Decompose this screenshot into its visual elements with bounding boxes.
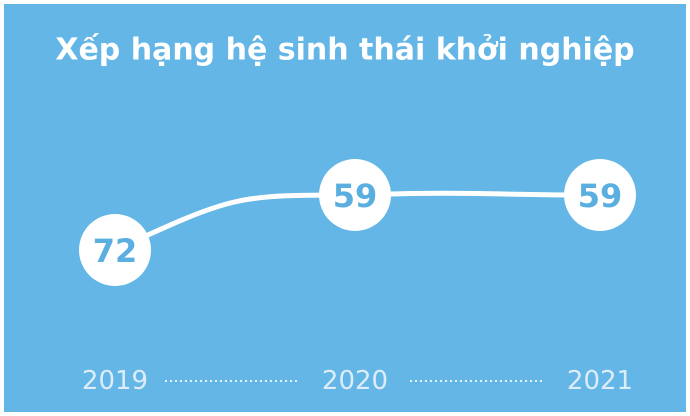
x-tick-label: 2019: [82, 366, 148, 396]
data-label: 59: [578, 177, 623, 215]
point: [564, 159, 636, 231]
point: [79, 214, 151, 286]
point: [319, 159, 391, 231]
data-label: 72: [93, 232, 138, 270]
chart-title: Xếp hạng hệ sinh thái khởi nghiệp: [55, 33, 634, 68]
data-label: 59: [333, 177, 378, 215]
x-tick-label: 2021: [567, 366, 633, 396]
x-tick-label: 2020: [322, 366, 388, 396]
